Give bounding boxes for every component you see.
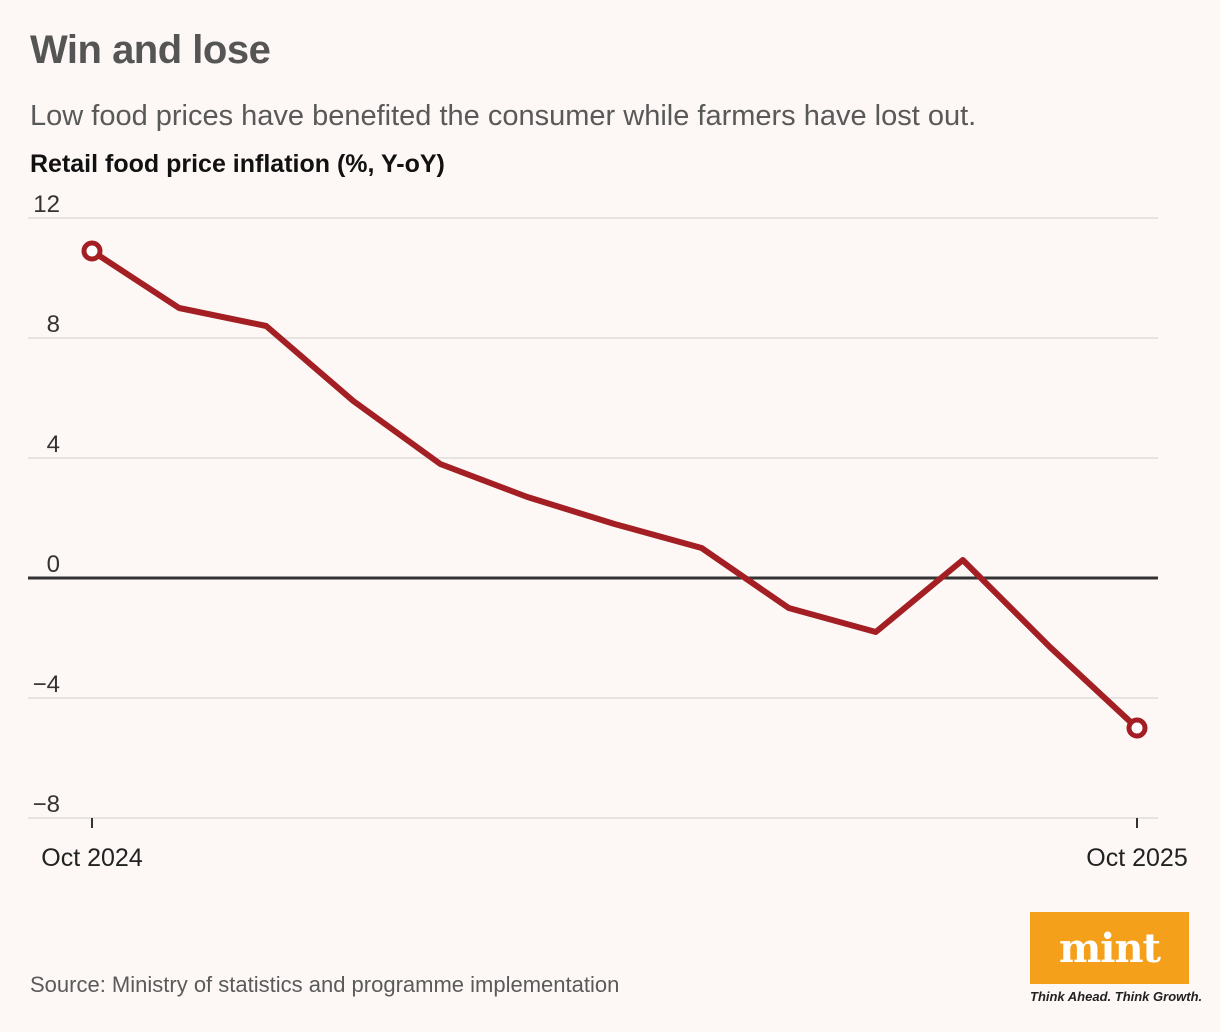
chart-subtitle: Low food prices have benefited the consu…	[30, 100, 977, 132]
start-point-marker	[81, 240, 103, 262]
logo-text: mint	[1058, 924, 1161, 972]
y-tick-label: 0	[47, 551, 60, 578]
line-chart: 12 8 4 0 −4 −8 Oct 2024 Oct 2025	[28, 191, 1188, 872]
chart-title: Win and lose	[30, 28, 271, 72]
end-point-marker	[1126, 717, 1148, 739]
source-note: Source: Ministry of statistics and progr…	[30, 972, 620, 997]
y-axis-label: Retail food price inflation (%, Y-oY)	[30, 150, 445, 178]
mint-logo: mint	[1030, 912, 1189, 984]
y-tick-label: 8	[47, 311, 60, 338]
series-line	[89, 248, 1140, 731]
x-tick-label-start: Oct 2024	[41, 844, 143, 872]
y-tick-label: 4	[47, 431, 60, 458]
x-tick-label-end: Oct 2025	[1086, 844, 1187, 872]
y-tick-label: 12	[33, 191, 60, 218]
y-tick-label: −4	[33, 671, 60, 698]
y-tick-label: −8	[33, 791, 60, 818]
logo-tagline: Think Ahead. Think Growth.	[1030, 989, 1203, 1004]
